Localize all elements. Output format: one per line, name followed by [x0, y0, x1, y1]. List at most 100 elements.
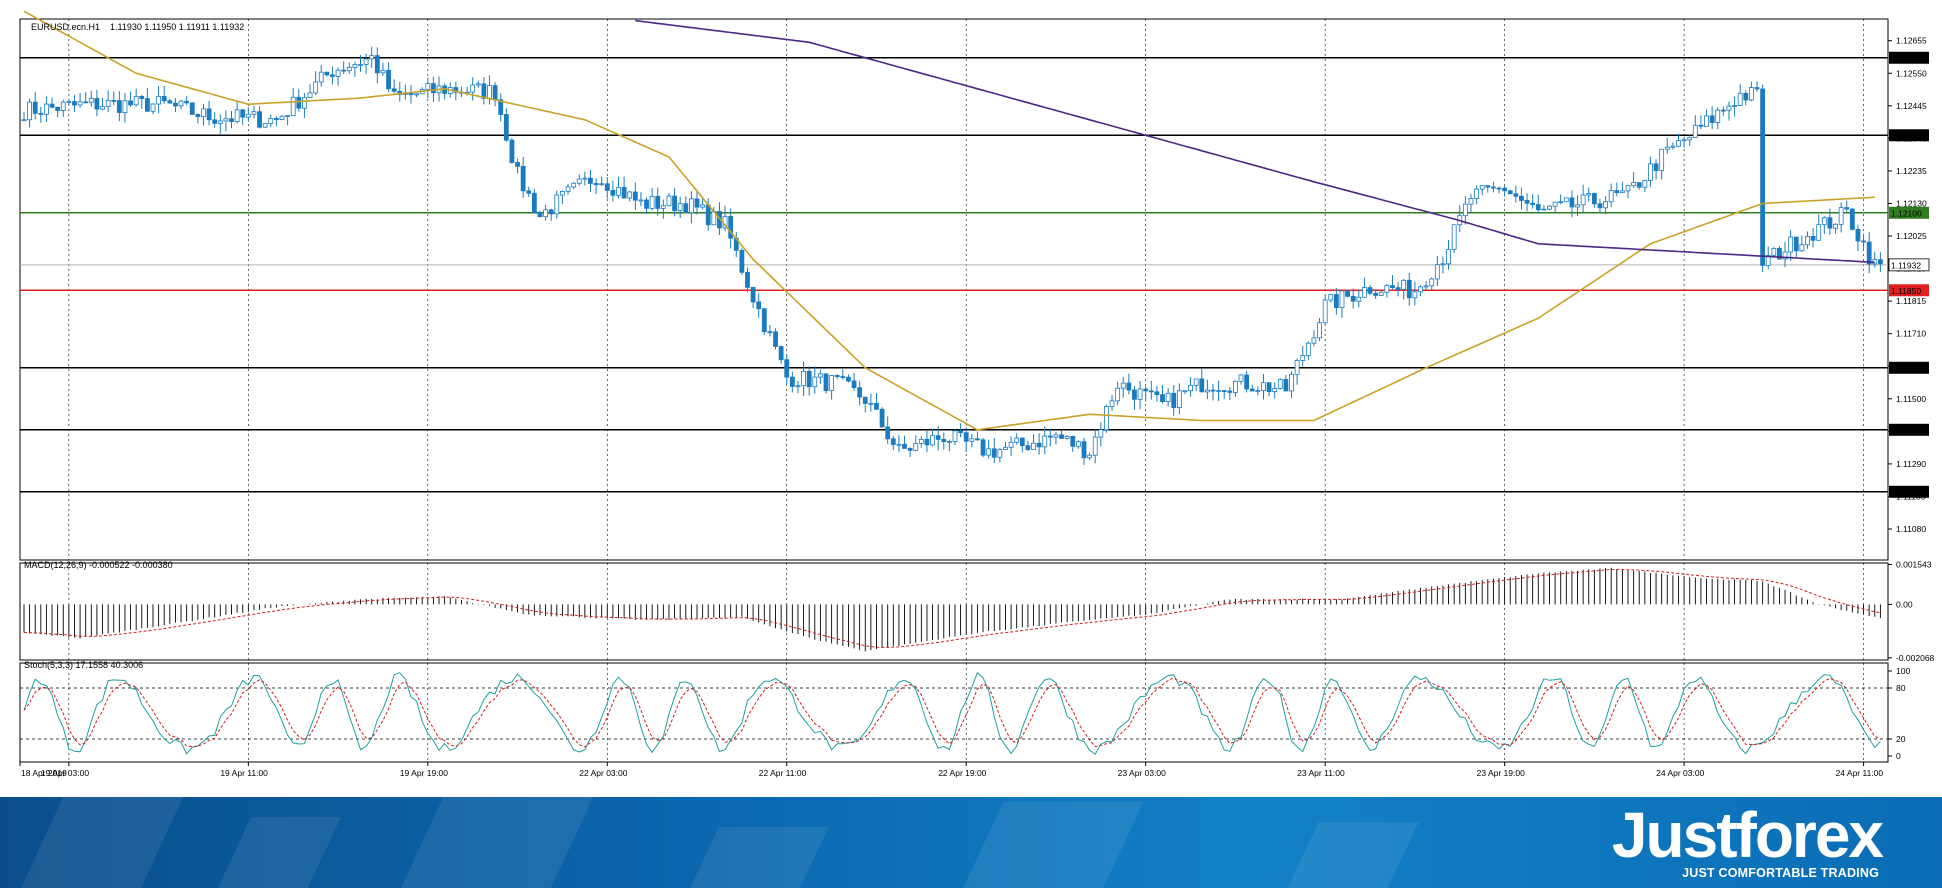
decor-shape: [956, 802, 1144, 888]
candle-body: [1322, 299, 1328, 324]
candle-body: [1535, 204, 1541, 211]
candle-body: [1861, 240, 1866, 243]
candle-body: [1042, 435, 1048, 448]
candle-body: [94, 97, 100, 110]
macd-title: MACD(12,26,9) -0.000522 -0.000380: [24, 560, 173, 570]
candle-body: [122, 100, 128, 113]
candle-body: [1148, 390, 1154, 393]
justforex-logo[interactable]: Justforex: [1611, 799, 1884, 871]
candle-body: [1877, 259, 1883, 265]
trading-chart[interactable]: 1.126551.125501.124451.123401.122351.121…: [0, 0, 1942, 797]
candle-body: [150, 103, 156, 112]
candle-body: [1743, 92, 1749, 101]
candle-body: [290, 96, 296, 116]
candle-body: [1277, 379, 1283, 389]
candle-body: [1036, 442, 1042, 448]
candle-body: [1777, 247, 1782, 260]
candle-body: [683, 203, 689, 214]
level-label-box: [1889, 51, 1929, 64]
candle-body: [1580, 194, 1586, 206]
candle-body: [520, 165, 526, 192]
candle-body: [341, 69, 347, 72]
candle-body: [1530, 202, 1536, 205]
candle-body: [750, 286, 756, 303]
candles: [21, 46, 1883, 465]
candle-body: [425, 83, 431, 90]
price-tick-label: 1.11080: [1896, 524, 1926, 534]
candle-body: [868, 402, 874, 405]
candle-body: [1507, 190, 1513, 195]
decor-shape: [209, 817, 341, 888]
candle-body: [1782, 251, 1788, 260]
candle-body: [537, 212, 543, 218]
level-label-box: [1889, 284, 1929, 297]
candle-body: [958, 430, 964, 434]
stoch-tick-label: 100: [1896, 666, 1910, 676]
candle-body: [116, 100, 122, 113]
candle-body: [1569, 197, 1575, 208]
time-tick-label: 18 Apr 2019: [21, 768, 67, 778]
candle-body: [1810, 235, 1816, 241]
candle-body: [689, 198, 694, 214]
candle-body: [969, 438, 975, 442]
candle-body: [195, 113, 201, 118]
candle-body: [1328, 294, 1334, 301]
candle-body: [1552, 201, 1558, 207]
candle-body: [649, 195, 655, 209]
candle-body: [66, 101, 72, 103]
candle-body: [526, 190, 532, 194]
candle-body: [49, 103, 55, 108]
candle-body: [44, 103, 49, 115]
candle-body: [212, 119, 218, 124]
candle-body: [1311, 337, 1317, 344]
candle-body: [941, 438, 947, 442]
candle-body: [1631, 182, 1637, 187]
time-tick-label: 23 Apr 11:00: [1297, 768, 1345, 778]
candle-body: [1687, 136, 1693, 141]
candle-body: [1676, 140, 1681, 147]
price-tick-label: 1.12130: [1896, 198, 1927, 208]
candle-body: [363, 58, 369, 65]
candle-body: [1132, 389, 1137, 400]
candle-body: [1625, 185, 1631, 192]
candle-body: [487, 85, 492, 99]
candle-body: [1109, 400, 1115, 407]
level-label-1.12350: 1.12350: [1891, 131, 1922, 141]
ohlc-readout: 1.11930 1.11950 1.11911 1.11932: [110, 22, 244, 32]
candle-body: [829, 375, 835, 391]
candle-body: [1838, 207, 1844, 225]
candle-body: [279, 115, 285, 120]
candle-body: [1249, 388, 1255, 392]
candle-body: [1827, 217, 1833, 229]
candle-body: [728, 216, 734, 239]
candle-body: [1199, 378, 1205, 393]
candle-body: [1586, 193, 1592, 196]
candle-body: [1227, 390, 1233, 393]
candle-body: [1720, 109, 1726, 112]
stoch-title: Stoch(5,3,3) 17.1558 40.3006: [24, 660, 143, 670]
decor-shape: [12, 797, 188, 888]
candle-body: [1715, 109, 1721, 123]
candle-body: [1468, 198, 1474, 205]
candle-body: [1031, 442, 1036, 450]
candle-body: [1081, 441, 1087, 459]
candle-body: [1356, 296, 1362, 302]
candle-body: [1193, 378, 1199, 386]
candle-body: [1255, 390, 1261, 392]
candle-body: [1317, 322, 1322, 339]
candle-body: [1502, 187, 1508, 192]
candle-body: [1221, 390, 1227, 392]
candle-body: [318, 71, 324, 83]
level-label-1.11600: 1.11600: [1891, 363, 1921, 373]
candle-body: [1261, 382, 1266, 391]
candle-body: [1642, 180, 1648, 188]
candle-body: [178, 100, 184, 107]
moving-average-long: [635, 19, 1875, 264]
time-tick-label: 24 Apr 11:00: [1836, 768, 1884, 778]
level-label-1.12100: 1.12100: [1891, 208, 1922, 218]
candle-body: [139, 96, 145, 99]
candle-body: [503, 114, 509, 141]
level-label-box: [1889, 129, 1929, 142]
candle-body: [453, 87, 459, 93]
candle-body: [358, 64, 363, 66]
